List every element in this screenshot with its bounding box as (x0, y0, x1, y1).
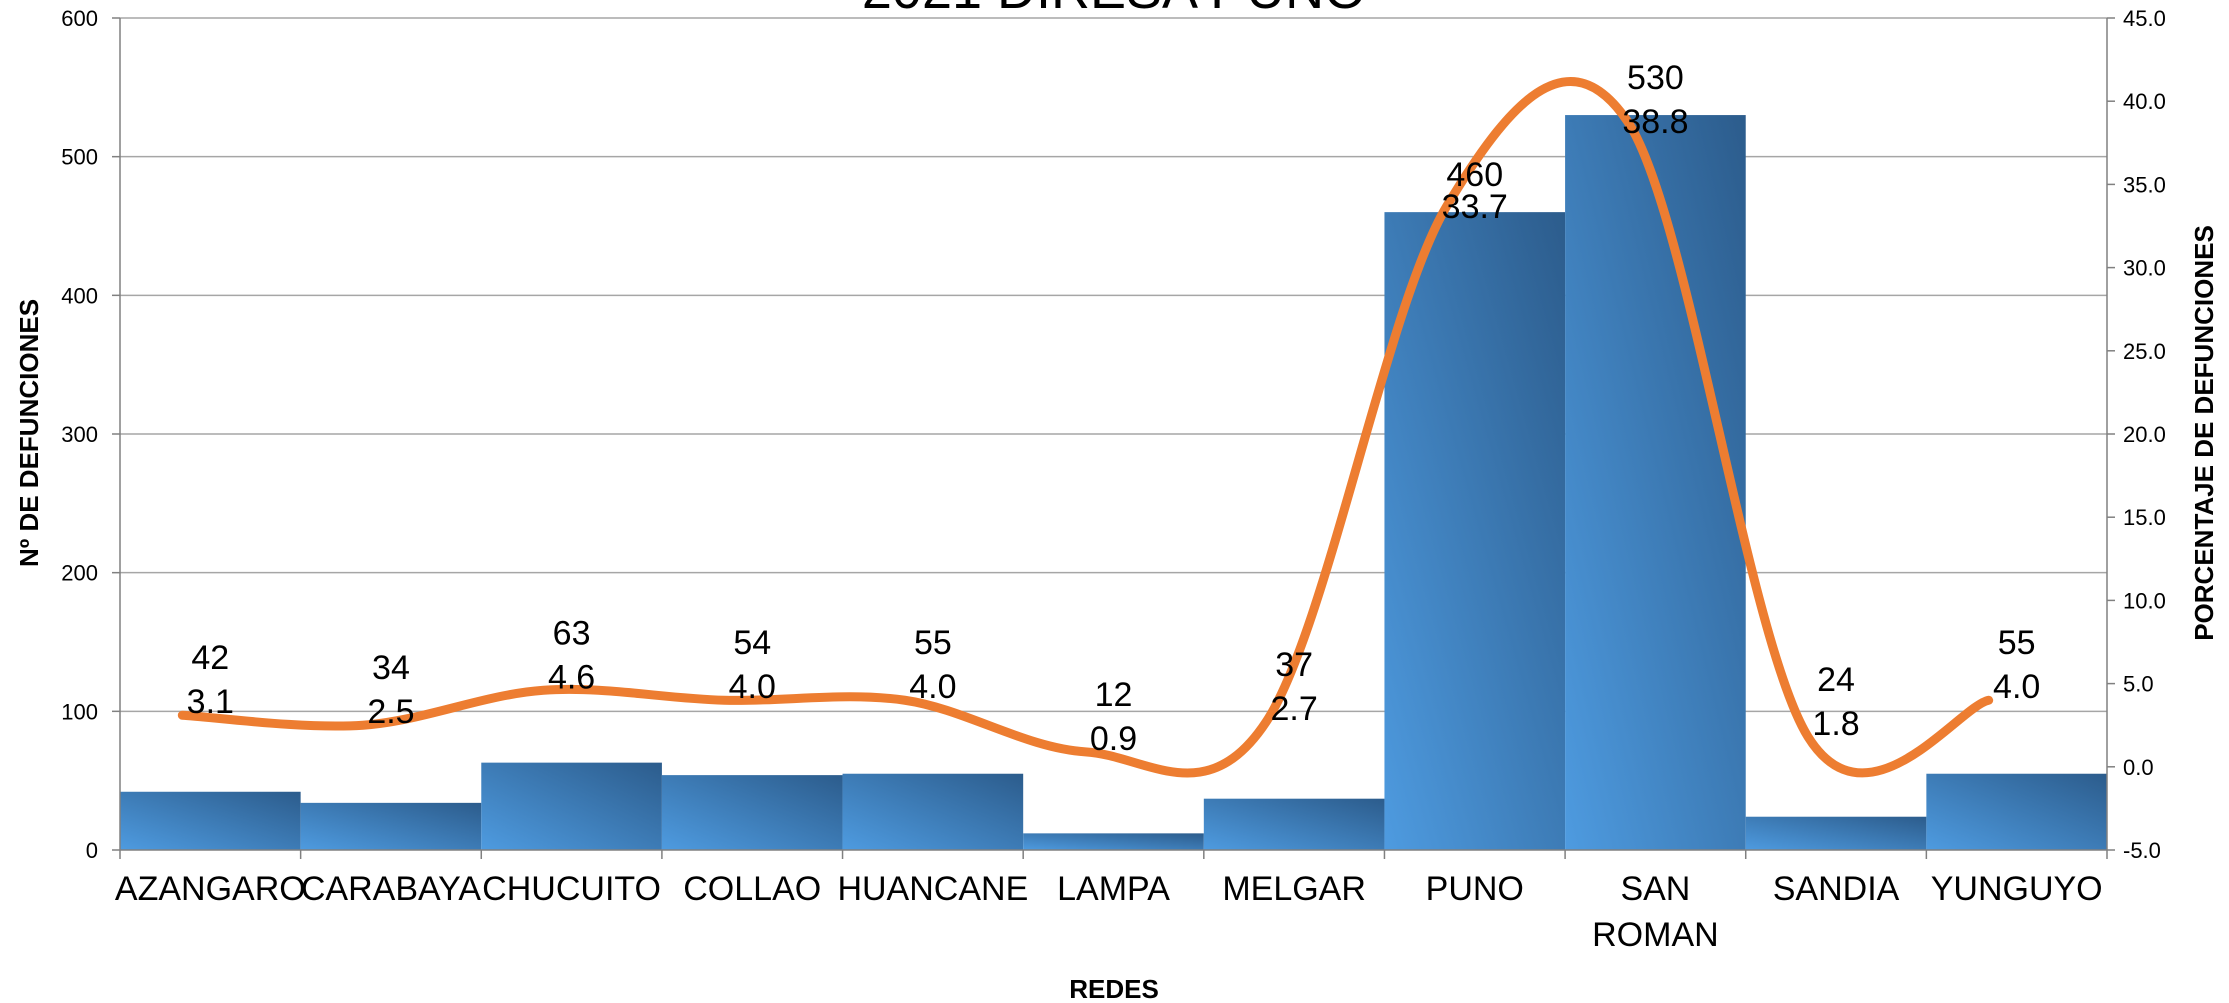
data-labels: 42 34 63 54 55 12 37 460 530 24 55 3.1 2.5 4.6 4.0 4.0 0… (187, 59, 2041, 758)
bar (1203, 798, 1385, 850)
y2-tick-label: -5.0 (2123, 838, 2161, 863)
bar-value-label: 63 (553, 614, 591, 652)
bar (1745, 816, 1927, 850)
axes: 0 100 200 300 400 500 600 -5.0 0.0 5.0 10.0 15.0 20.… (61, 6, 2166, 954)
y2-axis-title: PORCENTAJE DE DEFUNCIONES (2189, 225, 2219, 641)
x-axis-title: REDES (1069, 974, 1159, 1003)
bar-value-label: 54 (733, 624, 771, 662)
category-label: MELGAR (1222, 870, 1366, 908)
y2-tick-label: 5.0 (2123, 672, 2154, 697)
bar-value-label: 37 (1275, 646, 1313, 684)
line-series (177, 77, 1994, 778)
category-label: CHUCUITO (482, 870, 661, 908)
y2-tick-label: 10.0 (2123, 588, 2166, 613)
bar (661, 775, 843, 850)
y2-tick-label: 35.0 (2123, 172, 2166, 197)
bar-value-label: 24 (1817, 661, 1855, 699)
y-tick-label: 200 (61, 561, 98, 586)
category-label: YUNGUYO (1931, 870, 2103, 908)
category-label: CARABAYA (301, 870, 481, 908)
y-tick-label: 600 (61, 6, 98, 31)
category-label: LAMPA (1057, 870, 1170, 908)
y2-tick-label: 45.0 (2123, 6, 2166, 31)
bar-value-label: 530 (1627, 59, 1684, 97)
bar-value-label: 55 (1998, 624, 2036, 662)
bar (300, 802, 482, 850)
y-tick-label: 300 (61, 422, 98, 447)
category-label: SANDIA (1773, 870, 1900, 908)
line-value-label: 4.0 (909, 668, 956, 706)
category-label: SAN ROMAN (1592, 870, 1719, 954)
y2-tick-label: 0.0 (2123, 755, 2154, 780)
y2-tick-label: 15.0 (2123, 505, 2166, 530)
bar (1565, 115, 1746, 851)
category-label: AZANGARO (115, 870, 306, 908)
line-value-label: 33.7 (1442, 188, 1508, 226)
line-value-label: 0.9 (1090, 720, 1137, 758)
y2-tick-label: 25.0 (2123, 339, 2166, 364)
line-value-label: 4.0 (729, 668, 776, 706)
bar (1384, 212, 1566, 851)
line-value-label: 1.8 (1812, 705, 1859, 743)
bar-value-label: 460 (1446, 156, 1503, 194)
bar (842, 773, 1024, 850)
bar (120, 791, 301, 850)
line-value-label: 3.1 (187, 683, 234, 721)
y-axis-title: Nº DE DEFUNCIONES (14, 299, 44, 567)
y-tick-label: 100 (61, 699, 98, 724)
bar-value-label: 34 (372, 649, 410, 687)
y-tick-label: 0 (86, 838, 98, 863)
line-value-label: 2.5 (367, 693, 414, 731)
line-value-label: 2.7 (1271, 690, 1318, 728)
y2-tick-label: 20.0 (2123, 422, 2166, 447)
line-value-label: 38.8 (1622, 103, 1688, 141)
chart-title: 2021 DIRESA PUNO (862, 0, 1366, 20)
bar (1023, 833, 1204, 850)
line-value-label: 4.0 (1993, 668, 2040, 706)
y2-tick-label: 40.0 (2123, 89, 2166, 114)
bar (1926, 773, 2107, 850)
bar-value-label: 55 (914, 624, 952, 662)
bar-value-label: 42 (191, 639, 229, 677)
line-value-label: 4.6 (548, 658, 595, 696)
bar-value-label: 12 (1095, 676, 1133, 714)
category-label: COLLAO (683, 870, 821, 908)
y-tick-label: 400 (61, 283, 98, 308)
bar (481, 762, 662, 850)
category-label: PUNO (1426, 870, 1524, 908)
category-label: HUANCANE (837, 870, 1028, 908)
gridlines (120, 17, 2107, 713)
y2-tick-label: 30.0 (2123, 256, 2166, 281)
y-tick-label: 500 (61, 145, 98, 170)
bar-series (120, 115, 2107, 851)
